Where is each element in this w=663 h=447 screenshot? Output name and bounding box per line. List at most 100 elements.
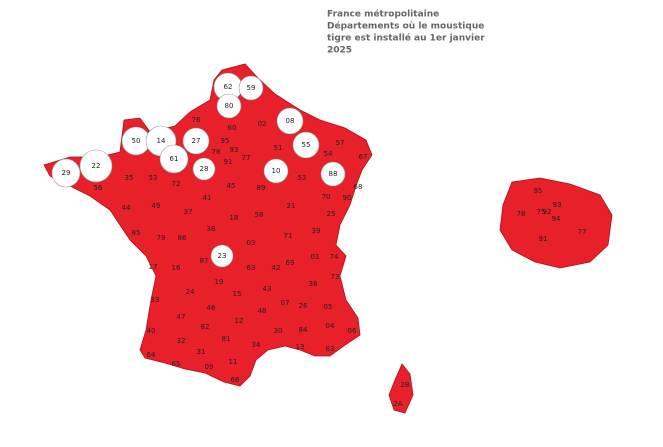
department-area	[263, 158, 289, 184]
department-code: 41	[203, 194, 212, 202]
department-code: 65	[172, 360, 181, 368]
inset-department-code: 75	[537, 208, 546, 216]
corsica-outline	[388, 363, 414, 414]
department-area	[292, 131, 320, 159]
department-code: 80	[225, 102, 234, 110]
department-code: 16	[172, 264, 181, 272]
department-code: 72	[172, 180, 181, 188]
inset-department-code: 95	[534, 187, 543, 195]
department-area	[79, 149, 113, 183]
department-code: 91	[224, 158, 233, 166]
department-code: 12	[235, 317, 244, 325]
department-code: 34	[252, 341, 261, 349]
department-area	[210, 244, 234, 268]
department-code: 93	[230, 146, 239, 154]
department-code: 58	[255, 211, 264, 219]
title-line: Départements où le moustique	[327, 21, 484, 32]
department-code: 55	[302, 141, 311, 149]
department-area	[320, 161, 346, 187]
department-area	[182, 127, 210, 155]
department-code: 53	[149, 174, 158, 182]
department-code: 69	[286, 259, 295, 267]
department-code: 22	[92, 162, 101, 170]
department-area	[216, 93, 242, 119]
department-code: 08	[286, 117, 295, 125]
department-code: 27	[192, 137, 201, 145]
department-code: 33	[151, 296, 160, 304]
department-code: 42	[272, 264, 281, 272]
department-code: 71	[284, 232, 293, 240]
inset-department-code: 92	[543, 208, 552, 216]
department-code: 77	[242, 154, 251, 162]
department-code: 07	[281, 299, 290, 307]
department-code: 74	[330, 253, 339, 261]
department-code: 35	[125, 174, 134, 182]
department-code: 2A	[393, 400, 402, 408]
department-code: 25	[327, 210, 336, 218]
department-code: 01	[311, 253, 320, 261]
department-code: 14	[157, 137, 166, 145]
inset-department-code: 78	[517, 210, 526, 218]
department-code: 03	[247, 239, 256, 247]
department-code: 36	[207, 225, 216, 233]
department-code: 67	[359, 153, 368, 161]
department-code: 48	[258, 307, 267, 315]
department-area	[238, 75, 264, 101]
department-code: 23	[218, 252, 227, 260]
department-code: 02	[258, 120, 267, 128]
inset-department-code: 93	[553, 201, 562, 209]
department-code: 68	[354, 183, 363, 191]
department-code: 95	[221, 137, 230, 145]
department-code: 54	[324, 150, 333, 158]
department-code: 78	[212, 148, 221, 156]
department-code: 66	[231, 376, 240, 384]
department-code: 70	[322, 193, 331, 201]
department-code: 73	[331, 273, 340, 281]
department-code: 04	[326, 322, 335, 330]
department-code: 06	[348, 327, 357, 335]
department-code: 19	[215, 278, 224, 286]
department-code: 52	[298, 174, 307, 182]
department-code: 50	[132, 137, 141, 145]
department-code: 57	[336, 139, 345, 147]
department-code: 2B	[400, 381, 409, 389]
department-code: 40	[147, 327, 156, 335]
department-code: 62	[224, 83, 233, 91]
department-code: 31	[197, 348, 206, 356]
department-code: 37	[184, 208, 193, 216]
department-code: 09	[205, 363, 214, 371]
department-area	[51, 158, 81, 188]
department-code: 29	[62, 169, 71, 177]
department-code: 56	[94, 184, 103, 192]
department-code: 15	[233, 290, 242, 298]
title-line: 2025	[327, 46, 352, 56]
department-code: 30	[274, 327, 283, 335]
department-code: 47	[177, 313, 186, 321]
department-code: 64	[147, 351, 156, 359]
department-code: 59	[247, 84, 256, 92]
department-code: 46	[207, 304, 216, 312]
department-code: 51	[274, 144, 283, 152]
department-code: 45	[227, 182, 236, 190]
department-code: 18	[230, 214, 239, 222]
department-code: 79	[157, 234, 166, 242]
department-code: 28	[200, 165, 209, 173]
title-line: tigre est installé au 1er janvier	[327, 33, 485, 44]
inset-department-code: 94	[552, 215, 561, 223]
department-code: 87	[200, 257, 209, 265]
department-area	[276, 107, 304, 135]
department-code: 05	[324, 303, 333, 311]
department-code: 63	[247, 264, 256, 272]
department-code: 84	[299, 326, 308, 334]
department-code: 38	[309, 280, 318, 288]
department-code: 11	[229, 358, 238, 366]
department-code: 83	[326, 345, 335, 353]
department-code: 10	[272, 167, 281, 175]
ile-de-france-inset	[499, 177, 613, 269]
department-code: 90	[343, 194, 352, 202]
department-code: 76	[192, 116, 201, 124]
department-code: 43	[263, 285, 272, 293]
department-code: 17	[149, 263, 158, 271]
department-area	[192, 157, 216, 181]
